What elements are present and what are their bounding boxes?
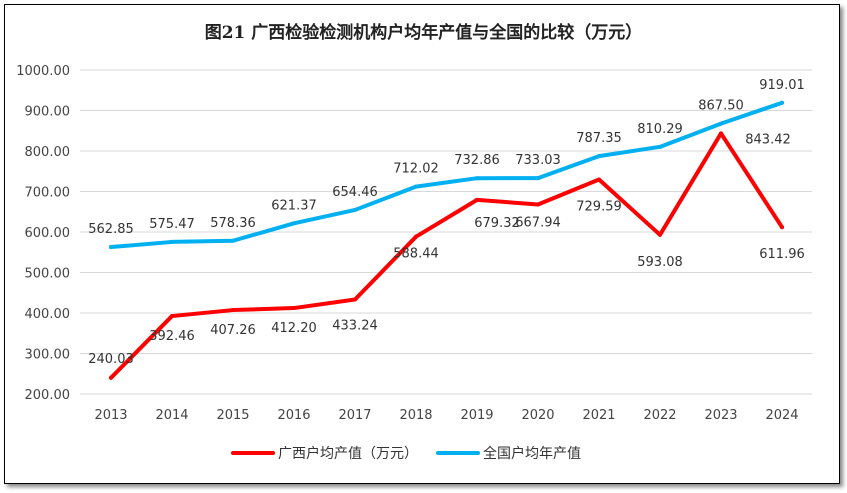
x-tick-label: 2022 bbox=[643, 408, 676, 423]
y-tick-label: 800.00 bbox=[25, 145, 71, 160]
data-point bbox=[353, 207, 357, 212]
legend-label: 广西户均产值（万元） bbox=[278, 445, 418, 462]
data-label: 679.32 bbox=[474, 216, 520, 231]
y-tick-label: 200.00 bbox=[25, 388, 71, 403]
x-tick-label: 2016 bbox=[277, 408, 310, 423]
data-label: 712.02 bbox=[393, 162, 439, 177]
data-point bbox=[536, 202, 540, 207]
x-tick-label: 2020 bbox=[521, 408, 554, 423]
data-label: 407.26 bbox=[210, 323, 256, 338]
x-tick-label: 2018 bbox=[399, 408, 432, 423]
data-label: 412.20 bbox=[271, 321, 317, 336]
x-tick-label: 2021 bbox=[582, 408, 615, 423]
x-tick-label: 2019 bbox=[460, 408, 493, 423]
data-point bbox=[658, 144, 662, 149]
data-point bbox=[719, 121, 723, 126]
y-tick-label: 900.00 bbox=[25, 105, 71, 120]
chart-title: 图21 广西检验检测机构户均年产值与全国的比较（万元） bbox=[204, 23, 643, 43]
data-point bbox=[292, 221, 296, 226]
y-tick-label: 300.00 bbox=[25, 348, 71, 363]
data-point bbox=[109, 375, 113, 380]
data-label: 654.46 bbox=[332, 185, 378, 200]
data-point bbox=[536, 176, 540, 181]
data-label: 433.24 bbox=[332, 319, 378, 334]
data-point bbox=[231, 308, 235, 313]
data-label: 867.50 bbox=[698, 99, 744, 114]
data-point bbox=[414, 184, 418, 189]
data-point bbox=[231, 238, 235, 243]
data-label: 392.46 bbox=[149, 329, 195, 344]
legend-label: 全国户均年产值 bbox=[483, 445, 581, 462]
x-tick-label: 2013 bbox=[94, 408, 127, 423]
data-point bbox=[780, 225, 784, 230]
data-label: 733.03 bbox=[515, 153, 561, 168]
data-label: 621.37 bbox=[271, 198, 317, 213]
data-point bbox=[353, 297, 357, 302]
series-line-national bbox=[109, 100, 784, 250]
data-point bbox=[597, 177, 601, 182]
data-point bbox=[597, 154, 601, 159]
data-point bbox=[780, 100, 784, 105]
data-label: 575.47 bbox=[149, 217, 195, 232]
x-tick-label: 2023 bbox=[704, 408, 737, 423]
x-tick-label: 2017 bbox=[338, 408, 371, 423]
data-label: 588.44 bbox=[393, 247, 439, 262]
y-tick-label: 700.00 bbox=[25, 186, 71, 201]
data-label: 240.03 bbox=[88, 352, 134, 367]
data-label: 810.29 bbox=[637, 122, 683, 137]
data-label: 787.35 bbox=[576, 131, 622, 146]
data-point bbox=[170, 239, 174, 244]
data-point bbox=[292, 306, 296, 311]
data-label: 578.36 bbox=[210, 216, 256, 231]
x-tick-label: 2024 bbox=[765, 408, 798, 423]
data-label: 611.96 bbox=[759, 247, 805, 262]
y-tick-label: 500.00 bbox=[25, 267, 71, 282]
x-tick-label: 2015 bbox=[216, 408, 249, 423]
x-tick-label: 2014 bbox=[155, 408, 188, 423]
series-line-guangxi bbox=[109, 131, 784, 380]
data-label: 919.01 bbox=[759, 78, 805, 93]
data-label: 843.42 bbox=[745, 132, 791, 147]
data-label: 593.08 bbox=[637, 255, 683, 270]
data-point bbox=[658, 232, 662, 237]
data-point bbox=[170, 314, 174, 319]
data-point bbox=[475, 176, 479, 181]
data-label: 729.59 bbox=[576, 200, 622, 215]
data-point bbox=[109, 245, 113, 250]
data-label: 667.94 bbox=[515, 215, 561, 230]
y-tick-label: 600.00 bbox=[25, 226, 71, 241]
y-tick-label: 400.00 bbox=[25, 307, 71, 322]
data-point bbox=[475, 197, 479, 202]
data-point bbox=[719, 131, 723, 136]
data-label: 562.85 bbox=[88, 222, 134, 237]
data-point bbox=[414, 234, 418, 239]
data-label: 732.86 bbox=[454, 153, 500, 168]
y-tick-label: 1000.00 bbox=[16, 64, 70, 79]
